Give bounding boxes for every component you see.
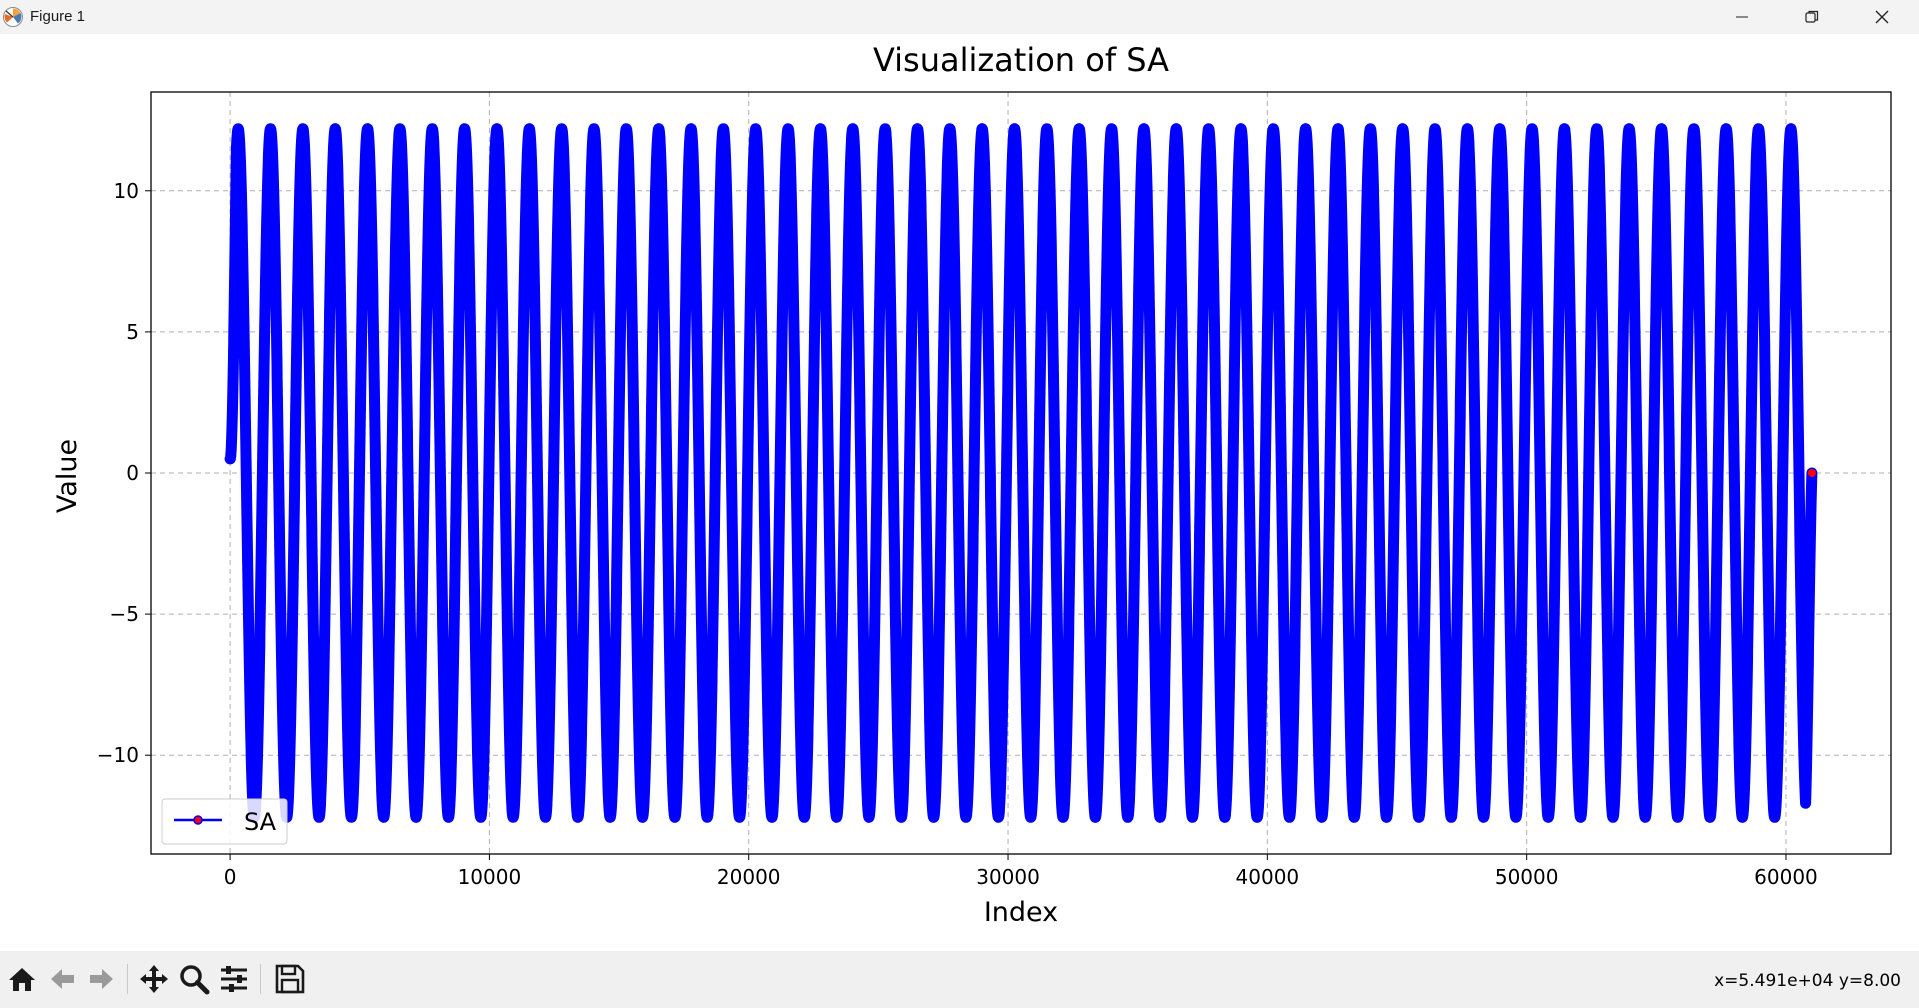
back-button[interactable] <box>45 962 79 996</box>
sa-series-end-marker <box>1807 469 1816 477</box>
legend-box <box>161 798 288 845</box>
zoom-button[interactable] <box>177 962 211 996</box>
y-tick-label: 5 <box>126 320 139 344</box>
x-tick-label: 10000 <box>458 865 522 889</box>
restore-button[interactable] <box>1778 0 1846 34</box>
close-icon <box>1875 10 1889 24</box>
x-tick-label: 40000 <box>1236 865 1300 889</box>
window-title: Figure 1 <box>30 8 86 25</box>
restore-icon <box>1805 10 1819 23</box>
x-tick-label: 20000 <box>717 865 781 889</box>
x-tick-label: 50000 <box>1495 865 1559 889</box>
line-chart: 0 10000 20000 30000 40000 50000 60000 10 5 0 −5 −10… <box>52 41 1892 928</box>
save-button[interactable] <box>273 962 307 996</box>
window-title-bar: Figure 1 <box>0 0 1919 34</box>
forward-button[interactable] <box>85 962 119 996</box>
sa-series-line <box>224 123 1818 823</box>
y-tick-label: −5 <box>110 602 139 626</box>
home-button[interactable] <box>5 962 39 996</box>
x-tick-label: 30000 <box>976 865 1040 889</box>
axis-ticks: 0 10000 20000 30000 40000 50000 60000 10 5 0 −5 −10 <box>97 179 1818 889</box>
series-sa <box>224 123 1818 823</box>
save-icon <box>275 964 305 994</box>
configure-subplots-button[interactable] <box>217 962 251 996</box>
configure-subplots-icon <box>221 966 247 992</box>
zoom-icon <box>180 965 210 995</box>
back-icon <box>51 969 74 989</box>
cursor-coordinates: x=5.491e+04 y=8.00 <box>1714 971 1901 991</box>
legend-marker-sample <box>193 815 203 825</box>
x-tick-label: 0 <box>224 865 237 889</box>
x-tick-label: 60000 <box>1754 865 1818 889</box>
matplotlib-logo-icon <box>2 6 24 28</box>
legend-label-sa: SA <box>244 808 277 836</box>
legend: SA <box>161 798 288 845</box>
close-button[interactable] <box>1848 0 1916 34</box>
y-tick-label: 0 <box>126 461 139 485</box>
y-tick-label: 10 <box>114 179 139 203</box>
forward-icon <box>90 969 113 989</box>
toolbar-separator <box>260 964 261 994</box>
minimize-button[interactable] <box>1708 0 1776 34</box>
pan-icon <box>140 965 168 993</box>
figure-canvas[interactable]: 0 10000 20000 30000 40000 50000 60000 10 5 0 −5 −10… <box>0 34 1919 951</box>
home-icon <box>9 968 35 991</box>
chart-title: Visualization of SA <box>873 41 1169 79</box>
pan-button[interactable] <box>137 962 171 996</box>
toolbar-separator <box>127 964 128 994</box>
x-axis-label: Index <box>984 897 1058 928</box>
minimize-icon <box>1736 16 1748 18</box>
y-axis-label: Value <box>52 439 83 513</box>
y-tick-label: −10 <box>97 743 139 767</box>
navigation-toolbar: x=5.491e+04 y=8.00 <box>0 951 1919 1008</box>
